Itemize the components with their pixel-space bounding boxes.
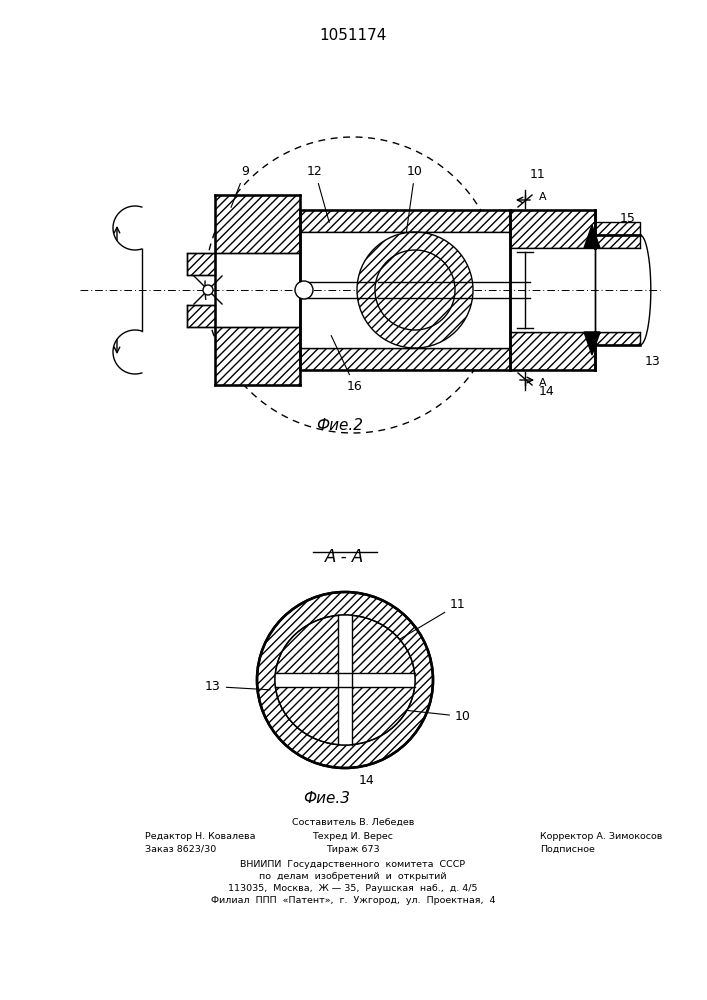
Bar <box>215 195 300 253</box>
Bar <box>275 673 415 687</box>
Text: Подписное: Подписное <box>540 845 595 854</box>
Circle shape <box>295 281 313 299</box>
Bar <box>187 253 215 275</box>
Circle shape <box>357 232 473 348</box>
Bar <box>187 305 215 327</box>
Text: 14: 14 <box>539 385 555 398</box>
Bar <box>300 210 510 232</box>
Text: Тираж 673: Тираж 673 <box>326 845 380 854</box>
Text: Редактор Н. Ковалева: Редактор Н. Ковалева <box>145 832 255 841</box>
Bar <box>510 210 595 248</box>
Bar <box>595 235 640 248</box>
Bar <box>215 327 300 385</box>
Text: Техред И. Верес: Техред И. Верес <box>312 832 394 841</box>
Bar <box>300 348 510 370</box>
Bar <box>595 248 640 332</box>
Bar <box>595 332 640 345</box>
Text: 16: 16 <box>331 336 363 393</box>
Bar <box>595 222 640 235</box>
Text: 12: 12 <box>307 165 329 222</box>
Text: 11: 11 <box>530 168 546 181</box>
Bar <box>510 210 595 248</box>
Text: Корректор А. Зимокосов: Корректор А. Зимокосов <box>540 832 662 841</box>
Text: Фие.3: Фие.3 <box>303 791 351 806</box>
Bar <box>300 210 510 232</box>
Bar <box>595 332 640 345</box>
Text: Заказ 8623/30: Заказ 8623/30 <box>145 845 216 854</box>
Bar <box>595 222 640 235</box>
Text: 1051174: 1051174 <box>320 28 387 43</box>
Text: 9: 9 <box>231 165 249 207</box>
Circle shape <box>257 592 433 768</box>
Text: 11: 11 <box>397 598 466 641</box>
Ellipse shape <box>275 615 415 745</box>
Polygon shape <box>584 225 600 248</box>
Text: ВНИИПИ  Государственного  комитета  СССР: ВНИИПИ Государственного комитета СССР <box>240 860 466 869</box>
Circle shape <box>375 250 455 330</box>
Bar <box>300 232 510 348</box>
Bar <box>338 615 352 745</box>
Bar <box>510 332 595 370</box>
Bar <box>300 348 510 370</box>
Text: Филиал  ППП  «Патент»,  г.  Ужгород,  ул.  Проектная,  4: Филиал ППП «Патент», г. Ужгород, ул. Про… <box>211 896 495 905</box>
Bar <box>187 253 215 275</box>
Bar <box>510 332 595 370</box>
Bar <box>215 327 300 385</box>
Text: A: A <box>539 192 547 202</box>
Text: A: A <box>539 378 547 388</box>
Bar <box>187 305 215 327</box>
Text: 10: 10 <box>405 165 423 239</box>
Text: Составитель В. Лебедев: Составитель В. Лебедев <box>292 818 414 827</box>
Text: Фие.2: Фие.2 <box>317 418 363 433</box>
Bar <box>215 195 300 253</box>
Text: 14: 14 <box>359 774 375 787</box>
Text: 13: 13 <box>205 680 270 693</box>
Text: А - А: А - А <box>325 548 365 566</box>
Bar <box>300 210 510 370</box>
Bar <box>510 248 595 332</box>
Circle shape <box>203 285 213 295</box>
Bar <box>595 235 640 248</box>
Text: по  делам  изобретений  и  открытий: по делам изобретений и открытий <box>259 872 447 881</box>
Polygon shape <box>584 332 600 355</box>
Text: 13: 13 <box>645 355 661 368</box>
Text: 113035,  Москва,  Ж — 35,  Раушская  наб.,  д. 4/5: 113035, Москва, Ж — 35, Раушская наб., д… <box>228 884 478 893</box>
Text: 10: 10 <box>406 710 471 723</box>
Text: 15: 15 <box>620 212 636 225</box>
